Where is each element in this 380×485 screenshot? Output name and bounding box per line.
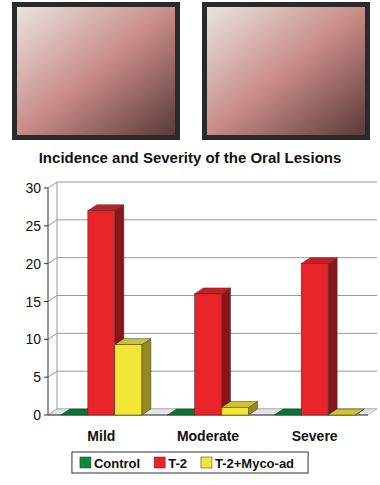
bar: [115, 345, 142, 415]
tick-label: 10: [25, 331, 41, 347]
bar: [301, 264, 328, 415]
bar-top: [328, 409, 364, 415]
bar: [168, 415, 195, 416]
bar-group: [115, 339, 151, 415]
category-label: Severe: [292, 428, 338, 444]
category-label: Moderate: [177, 428, 239, 444]
title: Incidence and Severity of the Oral Lesio…: [39, 149, 342, 166]
legend-label: T-2+Myco-ad: [215, 456, 294, 471]
bar-group: [301, 258, 337, 415]
tick-label: 30: [25, 180, 41, 196]
photo-frame: [12, 2, 180, 140]
grid-line: [48, 220, 57, 226]
bar-top: [195, 288, 231, 294]
legend-label: T-2: [168, 456, 187, 471]
bar-group: [328, 409, 364, 415]
grid-line: [48, 182, 57, 188]
grid-line: [48, 371, 57, 377]
photo: [207, 7, 365, 135]
bar: [88, 211, 115, 415]
bar-group: [195, 288, 231, 415]
tick: [44, 188, 48, 189]
bar-top: [88, 205, 124, 211]
category-label: Mild: [87, 428, 115, 444]
bar: [195, 294, 222, 415]
legend-swatch: [80, 457, 91, 468]
tick-label: 15: [25, 294, 41, 310]
tick-label: 20: [25, 256, 41, 272]
bar-top: [301, 258, 337, 264]
tick: [44, 339, 48, 340]
tick: [44, 225, 48, 226]
grid-line: [48, 258, 57, 264]
tick: [44, 377, 48, 378]
bar-side: [142, 339, 151, 415]
bar-side: [328, 258, 337, 415]
bar: [274, 415, 301, 416]
tick: [44, 301, 48, 302]
tick-label: 0: [33, 407, 41, 423]
bars: [61, 205, 364, 415]
grid-line: [57, 182, 377, 183]
tick: [44, 415, 48, 416]
bar: [222, 407, 249, 415]
tick: [44, 263, 48, 264]
tick-label: 25: [25, 218, 41, 234]
photo: [17, 7, 175, 135]
bar: [61, 415, 88, 416]
y-axis: [48, 188, 49, 415]
legend-swatch: [154, 457, 165, 468]
legend-label: Control: [94, 456, 140, 471]
legend-swatch: [201, 457, 212, 468]
tick-label: 5: [33, 369, 41, 385]
bar-group: [222, 401, 258, 415]
photo-frame: [202, 2, 370, 140]
grid-line: [48, 296, 57, 302]
bar-side: [222, 288, 231, 415]
bar-top: [115, 339, 151, 345]
bar: [328, 415, 355, 416]
chart: Incidence and Severity of the Oral Lesio…: [0, 0, 380, 485]
back-axis: [57, 182, 58, 409]
legend-box: [72, 452, 308, 473]
bar-top: [222, 401, 258, 407]
grid-line: [48, 333, 57, 339]
